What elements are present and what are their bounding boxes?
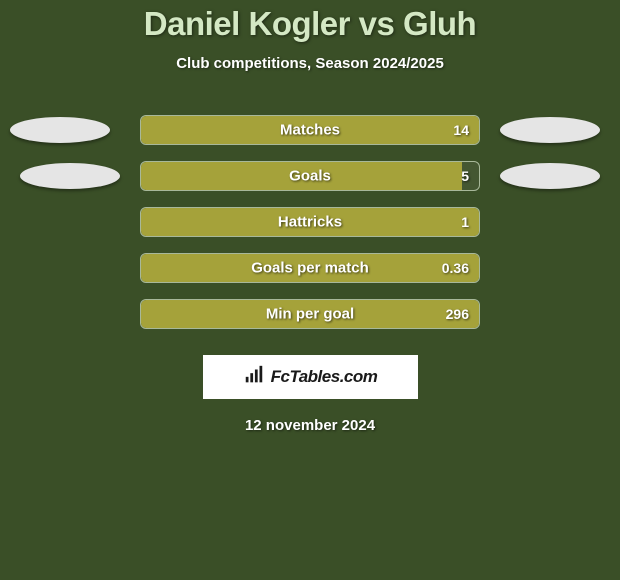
avatar-left-placeholder: [20, 163, 120, 189]
bar-value: 1: [461, 214, 469, 230]
page-title: Daniel Kogler vs Gluh: [144, 5, 476, 43]
avatar-left-placeholder: [10, 117, 110, 143]
bar-wrapper: Goals 5: [140, 161, 480, 191]
bar-label: Goals: [141, 168, 479, 185]
bar-value: 296: [446, 306, 469, 322]
logo-text: FcTables.com: [271, 367, 378, 387]
subtitle: Club competitions, Season 2024/2025: [176, 55, 444, 72]
bar-wrapper: Goals per match 0.36: [140, 253, 480, 283]
stat-row-goals: Goals 5: [0, 153, 620, 199]
stat-row-min-per-goal: Min per goal 296: [0, 291, 620, 337]
logo-box[interactable]: FcTables.com: [203, 355, 418, 399]
bar-label: Min per goal: [141, 306, 479, 323]
bars-chart-icon: [243, 364, 265, 391]
bar-label: Goals per match: [141, 260, 479, 277]
bars-area: Matches 14 Goals 5 Hattricks 1: [0, 107, 620, 337]
avatar-right-placeholder: [500, 117, 600, 143]
bar-wrapper: Hattricks 1: [140, 207, 480, 237]
bar-label: Matches: [141, 122, 479, 139]
bar-label: Hattricks: [141, 214, 479, 231]
bar-wrapper: Matches 14: [140, 115, 480, 145]
bar-value: 5: [461, 168, 469, 184]
date-text: 12 november 2024: [245, 417, 375, 434]
stat-row-goals-per-match: Goals per match 0.36: [0, 245, 620, 291]
bar-value: 0.36: [442, 260, 469, 276]
bar-value: 14: [453, 122, 469, 138]
stat-row-matches: Matches 14: [0, 107, 620, 153]
stat-row-hattricks: Hattricks 1: [0, 199, 620, 245]
avatar-right-placeholder: [500, 163, 600, 189]
bar-wrapper: Min per goal 296: [140, 299, 480, 329]
main-container: Daniel Kogler vs Gluh Club competitions,…: [0, 0, 620, 434]
